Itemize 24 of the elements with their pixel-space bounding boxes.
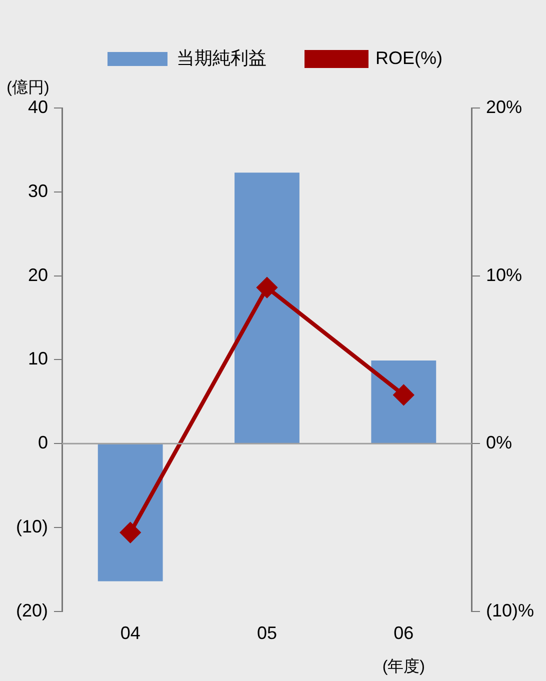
y-tick-label: 20 (28, 264, 48, 285)
point (394, 384, 414, 405)
y-axis-title: (億円) (6, 78, 50, 96)
y-tick-label: 40 (28, 96, 48, 117)
legend-label: 当期純利益 (176, 48, 266, 68)
x-tick-label: 05 (256, 623, 278, 644)
y-tick-label: (20) (16, 600, 48, 620)
point (120, 522, 140, 543)
y2-tick-label: (10)% (486, 600, 534, 620)
x-tick-label: 04 (120, 623, 140, 644)
y-tick-label: 0 (38, 432, 48, 453)
y-tick-label: 10 (28, 348, 48, 369)
y-tick-label: (10) (16, 516, 48, 536)
y2-tick-label: 10% (486, 264, 522, 285)
bar (371, 360, 436, 444)
x-axis-title: (年度) (382, 657, 425, 676)
y2-tick-label: 20% (486, 96, 522, 117)
y-tick-label: 30 (28, 180, 48, 201)
x-tick-label: 06 (394, 623, 414, 644)
legend-label: ROE(%) (376, 48, 442, 68)
point (257, 278, 277, 298)
bar (98, 444, 163, 582)
y2-tick-label: 0% (486, 432, 512, 453)
bar (234, 172, 300, 444)
